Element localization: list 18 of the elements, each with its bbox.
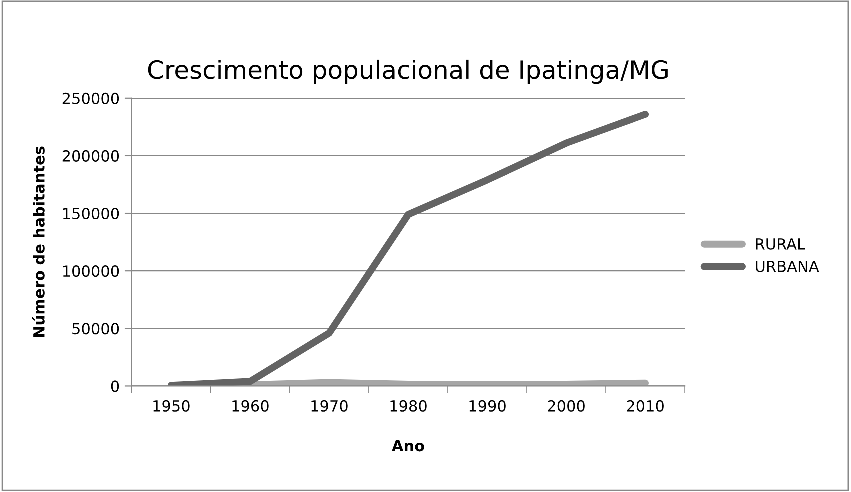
y-tick-label: 200000 [62, 150, 120, 162]
y-axis-title: Número de habitantes [32, 146, 45, 338]
x-tick-label: 1980 [390, 400, 427, 412]
y-tick-label: 50000 [72, 323, 120, 335]
x-tick-label: 1970 [312, 400, 348, 412]
legend-label: URBANA [756, 260, 820, 272]
x-tick-label: 1950 [154, 400, 190, 412]
y-tick-label: 150000 [63, 208, 120, 220]
y-tick-label: 250000 [62, 92, 120, 104]
chart-title: Crescimento populacional de Ipatinga/MG [148, 60, 668, 84]
x-tick-label: 1990 [470, 400, 506, 412]
legend-label: RURAL [756, 238, 806, 250]
x-tick-label: 2010 [627, 400, 664, 412]
x-tick-label: 1960 [232, 400, 269, 412]
x-tick-label: 2000 [548, 400, 585, 412]
x-axis-title: Ano [392, 440, 424, 452]
y-tick-label: 0 [111, 380, 120, 392]
y-tick-label: 100000 [63, 266, 120, 278]
